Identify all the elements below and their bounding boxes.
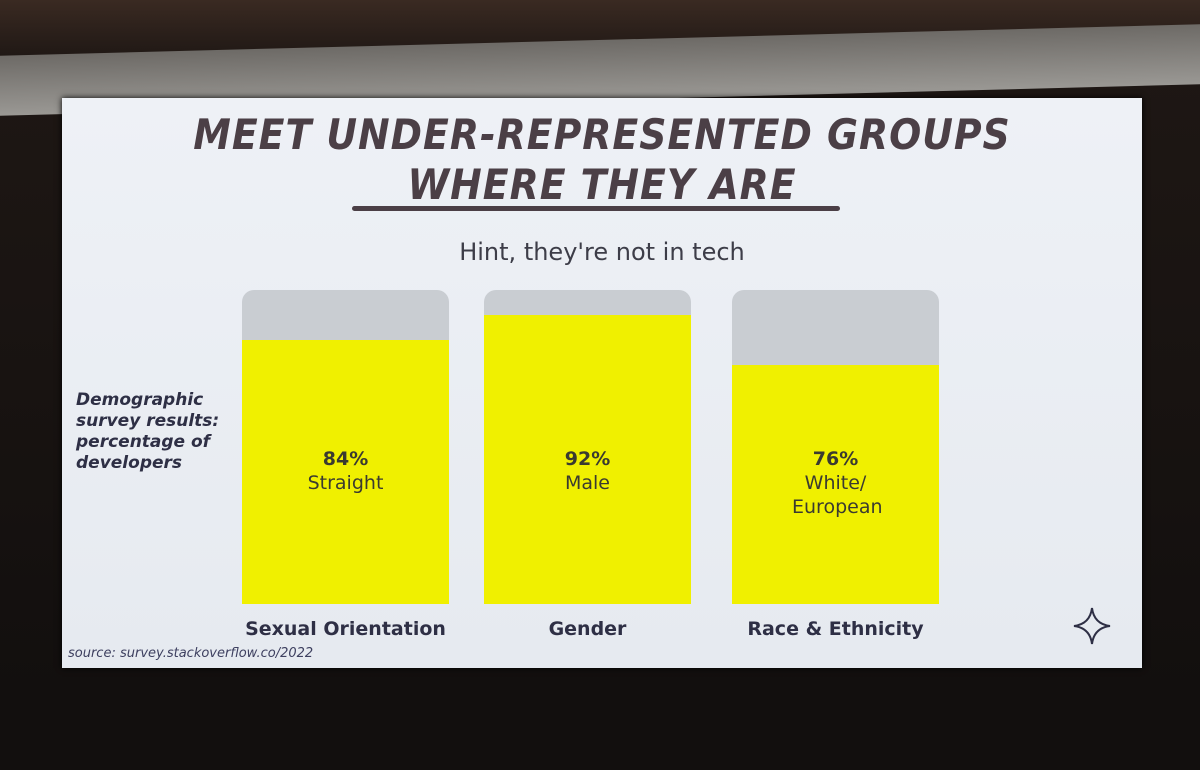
x-tick-label: Sexual Orientation: [245, 618, 446, 640]
value-label: 92%: [564, 448, 611, 470]
bar: [732, 365, 939, 604]
y-label: Demographic survey results: percentage o…: [76, 390, 220, 473]
title-line: WHERE THEY ARE: [407, 160, 797, 209]
slide: MEET UNDER-REPRESENTED GROUPS WHERE THEY…: [62, 98, 1142, 668]
bar-track: 84% Straight: [242, 290, 449, 604]
value-label: 84%: [322, 448, 369, 470]
chart-title: MEET UNDER-REPRESENTED GROUPS WHERE THEY…: [62, 110, 1142, 210]
bar-label: 92% Male: [484, 447, 691, 495]
title-underline: [352, 206, 840, 211]
bar-text: Straight: [307, 472, 384, 494]
bar-text: White/ European: [792, 472, 883, 518]
title-line: MEET UNDER-REPRESENTED GROUPS: [193, 110, 1011, 159]
star-icon: [1073, 607, 1111, 645]
bar-track: 76% White/ European: [732, 290, 939, 604]
source: source: survey.stackoverflow.co/2022: [68, 646, 314, 661]
bar-label: 84% Straight: [242, 447, 449, 495]
subtitle: Hint, they're not in tech: [459, 238, 745, 266]
x-tick-label: Gender: [548, 618, 627, 640]
bar: [484, 315, 691, 604]
bar-track: 92% Male: [484, 290, 691, 604]
bar: [242, 340, 449, 604]
x-tick-label: Race & Ethnicity: [747, 618, 924, 640]
bar-label: 76% White/ European: [732, 447, 939, 519]
value-label: 76%: [812, 448, 859, 470]
bar-text: Male: [564, 472, 610, 494]
